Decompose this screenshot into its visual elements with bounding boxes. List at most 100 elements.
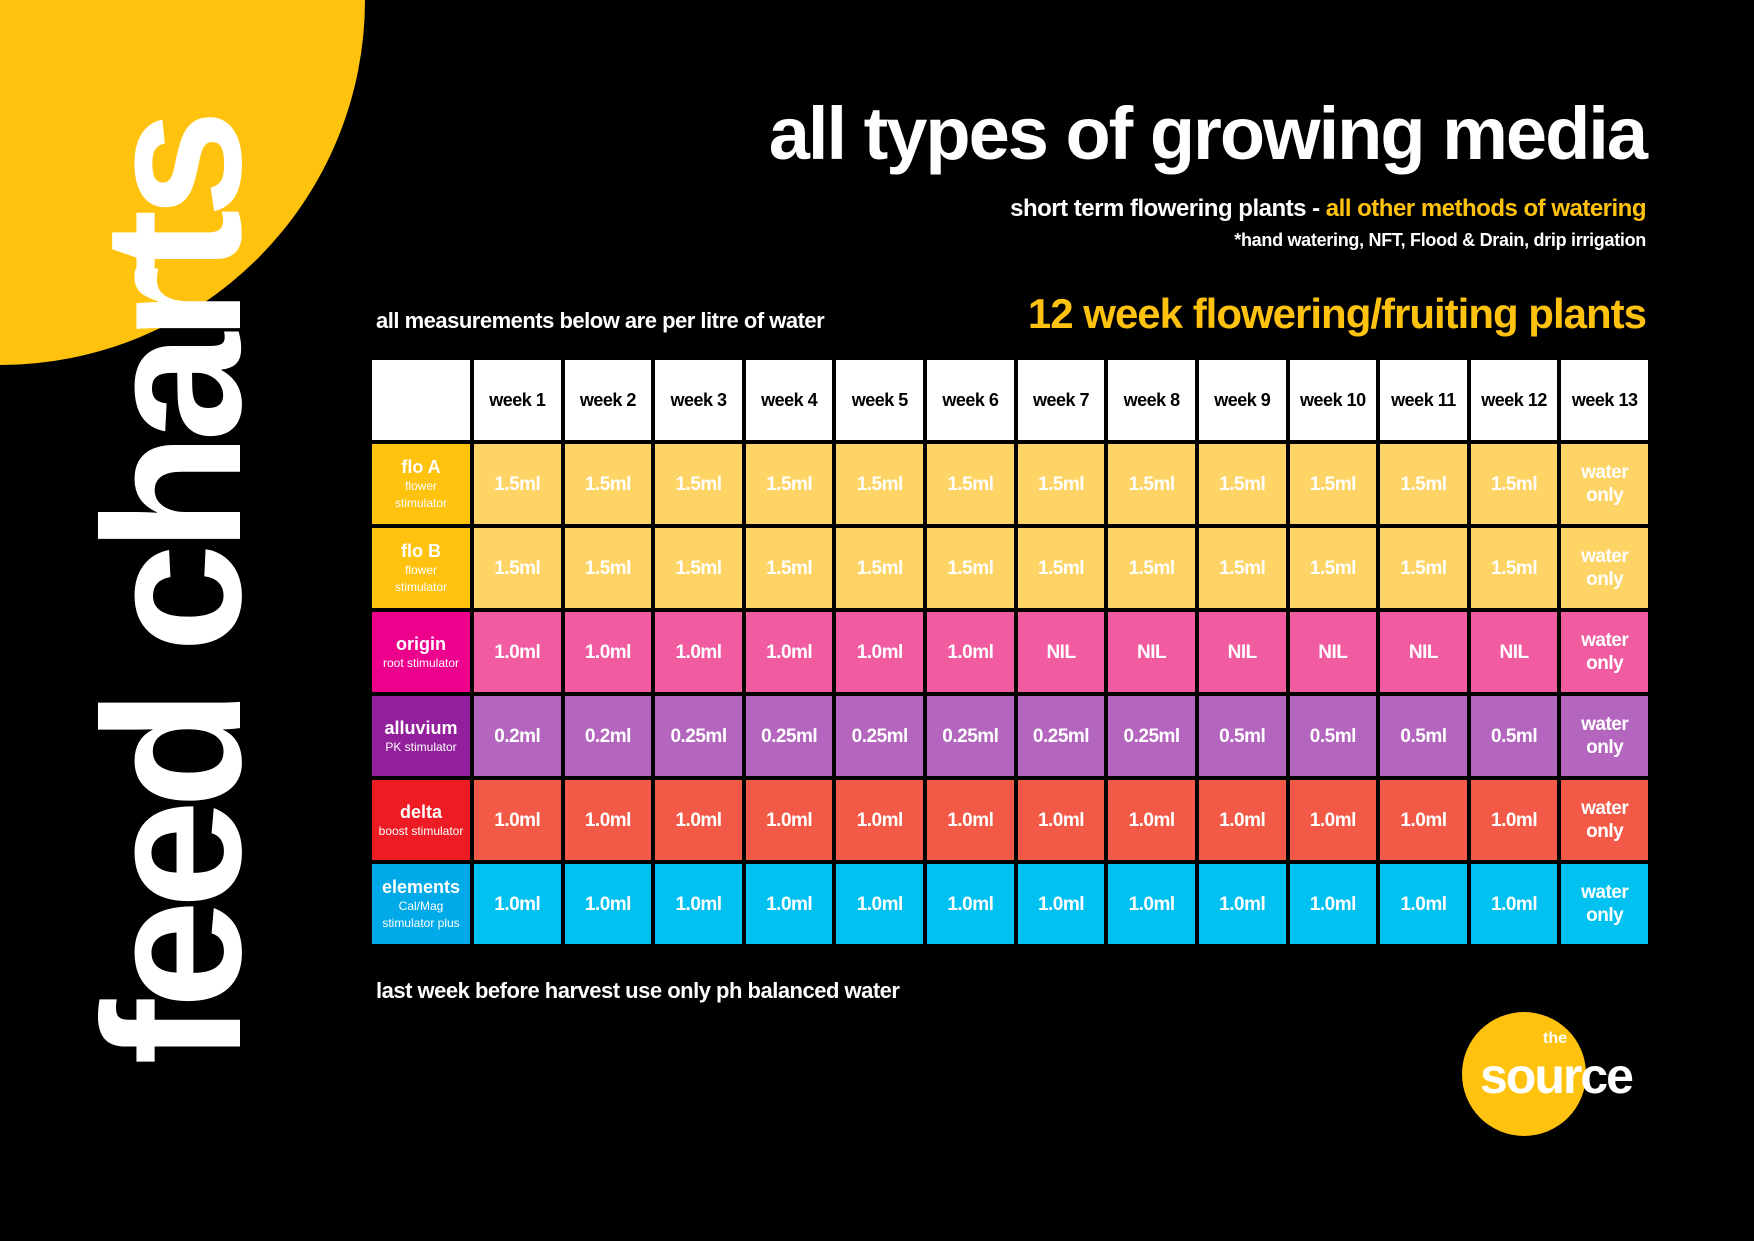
dose-cell: NIL bbox=[1380, 612, 1467, 692]
header-cell: week 13 bbox=[1561, 360, 1648, 440]
dose-cell: 1.0ml bbox=[927, 612, 1014, 692]
row-label-alluvium: alluvium PK stimulator bbox=[372, 696, 470, 776]
dose-cell: 1.5ml bbox=[1380, 444, 1467, 524]
row-label-delta: delta boost stimulator bbox=[372, 780, 470, 860]
dose-cell: 1.5ml bbox=[1470, 444, 1558, 524]
product-name: delta bbox=[399, 801, 442, 822]
dose-cell: 0.5ml bbox=[1470, 696, 1558, 776]
dose-cell: 1.0ml bbox=[564, 780, 652, 860]
dose-cell: 1.5ml bbox=[836, 444, 924, 524]
header-cell: week 10 bbox=[1289, 360, 1377, 440]
dose-cell: water only bbox=[1561, 864, 1648, 944]
dose-cell: 1.0ml bbox=[655, 864, 742, 944]
dose-cell: NIL bbox=[1198, 612, 1286, 692]
dose-cell: 0.2ml bbox=[474, 696, 561, 776]
measurement-note: all measurements below are per litre of … bbox=[376, 308, 825, 333]
dose-cell: 1.5ml bbox=[655, 444, 742, 524]
dose-cell: 1.5ml bbox=[1380, 528, 1467, 608]
dose-cell: 1.0ml bbox=[1198, 780, 1286, 860]
dose-cell: 1.0ml bbox=[1289, 780, 1377, 860]
dose-cell: 1.0ml bbox=[655, 780, 742, 860]
dose-cell: 0.5ml bbox=[1198, 696, 1286, 776]
dose-cell: 0.25ml bbox=[1017, 696, 1105, 776]
product-description: Cal/Mag stimulator plus bbox=[382, 899, 460, 930]
logo-the: the bbox=[1543, 1030, 1567, 1047]
product-name: origin bbox=[396, 633, 446, 654]
dose-cell: 1.0ml bbox=[836, 612, 924, 692]
product-name: flo A bbox=[401, 457, 441, 477]
dose-cell: 1.0ml bbox=[564, 612, 652, 692]
product-name: flo B bbox=[401, 541, 441, 561]
dose-cell: 1.0ml bbox=[474, 612, 561, 692]
header-cell: week 5 bbox=[836, 360, 924, 440]
dose-cell: 1.0ml bbox=[564, 864, 652, 944]
dose-cell: 1.5ml bbox=[1017, 444, 1105, 524]
dose-cell: 1.0ml bbox=[655, 612, 742, 692]
header-cell: week 6 bbox=[927, 360, 1014, 440]
dose-cell: 1.0ml bbox=[1198, 864, 1286, 944]
product-name: elements bbox=[381, 877, 461, 897]
dose-cell: 1.0ml bbox=[1108, 780, 1195, 860]
dose-cell: 1.5ml bbox=[1289, 528, 1377, 608]
dose-cell: 1.0ml bbox=[1017, 864, 1105, 944]
subtitle-highlight: all other methods of watering bbox=[1325, 195, 1647, 222]
dose-cell: 1.0ml bbox=[927, 864, 1014, 944]
page-title: all types of growing media bbox=[768, 92, 1648, 175]
product-description: flower stimulator bbox=[394, 479, 447, 510]
dose-cell: 0.25ml bbox=[655, 696, 742, 776]
dose-cell: 1.0ml bbox=[836, 780, 924, 860]
dose-cell: 1.5ml bbox=[1198, 528, 1286, 608]
dose-cell: 1.5ml bbox=[927, 528, 1014, 608]
footer-note: last week before harvest use only ph bal… bbox=[376, 978, 900, 1003]
dose-cell: water only bbox=[1561, 612, 1648, 692]
header-cell: week 2 bbox=[564, 360, 652, 440]
dose-cell: 1.5ml bbox=[564, 528, 652, 608]
program-title: 12 week flowering/fruiting plants bbox=[1027, 290, 1647, 337]
dose-cell: 1.5ml bbox=[1108, 528, 1195, 608]
dose-cell: 0.25ml bbox=[1108, 696, 1195, 776]
logo-circle bbox=[1462, 1012, 1586, 1136]
dose-cell: 1.0ml bbox=[745, 780, 833, 860]
dose-cell: water only bbox=[1561, 696, 1648, 776]
dose-cell: 1.0ml bbox=[745, 864, 833, 944]
dose-cell: 1.0ml bbox=[474, 864, 561, 944]
header-cell: week 7 bbox=[1017, 360, 1105, 440]
side-title: feed charts bbox=[63, 118, 282, 1065]
product-description: root stimulator bbox=[382, 655, 460, 670]
product-name: alluvium bbox=[384, 717, 458, 738]
header-cell: week 12 bbox=[1470, 360, 1558, 440]
logo-word: source bbox=[1480, 1048, 1634, 1104]
header-cell: week 4 bbox=[745, 360, 833, 440]
dose-cell: 1.5ml bbox=[1289, 444, 1377, 524]
header-cell: week 11 bbox=[1380, 360, 1467, 440]
dose-cell: 1.0ml bbox=[1470, 780, 1558, 860]
row-label-elements: elements Cal/Mag stimulator plus bbox=[372, 864, 470, 944]
dose-cell: 1.5ml bbox=[1017, 528, 1105, 608]
dose-cell: 1.0ml bbox=[1380, 864, 1467, 944]
dose-cell: 1.0ml bbox=[836, 864, 924, 944]
dose-cell: 1.5ml bbox=[474, 528, 561, 608]
dose-cell: 1.5ml bbox=[836, 528, 924, 608]
subtitle: short term flowering plants - all other … bbox=[1010, 195, 1646, 223]
dose-cell: 1.0ml bbox=[927, 780, 1014, 860]
product-description: flower stimulator bbox=[394, 563, 447, 594]
dose-cell: NIL bbox=[1108, 612, 1195, 692]
feed-chart-table: week 1 week 2 week 3 week 4 week 5 week 6 week… bbox=[372, 360, 1648, 944]
dose-cell: 1.0ml bbox=[1470, 864, 1558, 944]
header-corner bbox=[372, 360, 470, 440]
product-description: boost stimulator bbox=[378, 823, 464, 838]
dose-cell: 1.5ml bbox=[474, 444, 561, 524]
dose-cell: 1.0ml bbox=[1289, 864, 1377, 944]
dose-cell: 1.5ml bbox=[564, 444, 652, 524]
dose-cell: water only bbox=[1561, 444, 1648, 524]
dose-cell: water only bbox=[1561, 780, 1648, 860]
dose-cell: 0.5ml bbox=[1380, 696, 1467, 776]
dose-cell: NIL bbox=[1470, 612, 1558, 692]
header-cell: week 1 bbox=[474, 360, 561, 440]
dose-cell: 1.5ml bbox=[1198, 444, 1286, 524]
dose-cell: 0.25ml bbox=[745, 696, 833, 776]
dose-cell: 0.5ml bbox=[1289, 696, 1377, 776]
dose-cell: water only bbox=[1561, 528, 1648, 608]
dose-cell: 1.5ml bbox=[927, 444, 1014, 524]
